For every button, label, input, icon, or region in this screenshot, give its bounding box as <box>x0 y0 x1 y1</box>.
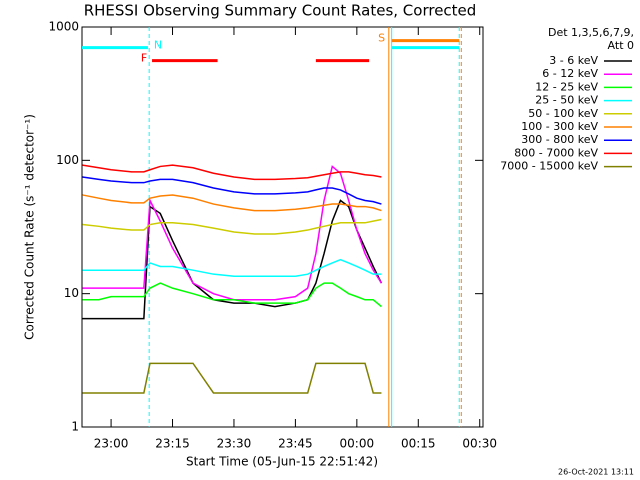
flag-label: F <box>141 52 147 65</box>
legend-label: 3 - 6 keV <box>549 54 598 67</box>
legend-label: 6 - 12 keV <box>542 67 598 80</box>
flag-label: S <box>378 32 385 45</box>
series-line <box>82 362 382 394</box>
series-line <box>82 218 382 235</box>
legend-label: 7000 - 15000 keV <box>500 160 598 173</box>
x-axis-label: Start Time (05-Jun-15 22:51:42) <box>186 455 378 469</box>
legend-label: 100 - 300 keV <box>521 120 598 133</box>
x-tick-label: 23:00 <box>94 437 129 451</box>
x-tick-label: 23:45 <box>278 437 313 451</box>
y-tick-label: 10 <box>64 286 79 300</box>
series-line <box>82 165 383 301</box>
y-tick-label: 1000 <box>48 20 79 34</box>
x-tick-label: 23:15 <box>155 437 190 451</box>
y-tick-label: 1 <box>71 420 79 434</box>
legend-label: 300 - 800 keV <box>521 133 598 146</box>
flag-label: N <box>154 39 162 52</box>
legend-label: 800 - 7000 keV <box>514 146 598 159</box>
y-axis-label: Corrected Count Rate (s⁻¹ detector⁻¹) <box>23 114 37 340</box>
legend-label: 50 - 100 keV <box>528 107 598 120</box>
legend-label: 12 - 25 keV <box>535 80 598 93</box>
series-line <box>82 282 382 308</box>
footer: 26-Oct-2021 13:11 <box>558 468 634 477</box>
x-tick-label: 00:15 <box>401 437 436 451</box>
series-line <box>82 164 382 181</box>
x-tick-label: 00:30 <box>462 437 497 451</box>
series-line <box>82 258 382 278</box>
series-line <box>82 176 382 205</box>
x-tick-label: 00:00 <box>340 437 375 451</box>
legend-title: Det 1,3,5,6,7,9, <box>548 26 634 39</box>
legend-label: 25 - 50 keV <box>535 94 598 107</box>
legend-title: Att 0 <box>608 39 634 52</box>
series-line <box>82 194 382 212</box>
chart-title: RHESSI Observing Summary Count Rates, Co… <box>84 2 477 20</box>
series-line <box>82 199 383 320</box>
plot-frame <box>81 26 484 428</box>
y-tick-label: 100 <box>56 153 79 167</box>
x-tick-label: 23:30 <box>217 437 252 451</box>
